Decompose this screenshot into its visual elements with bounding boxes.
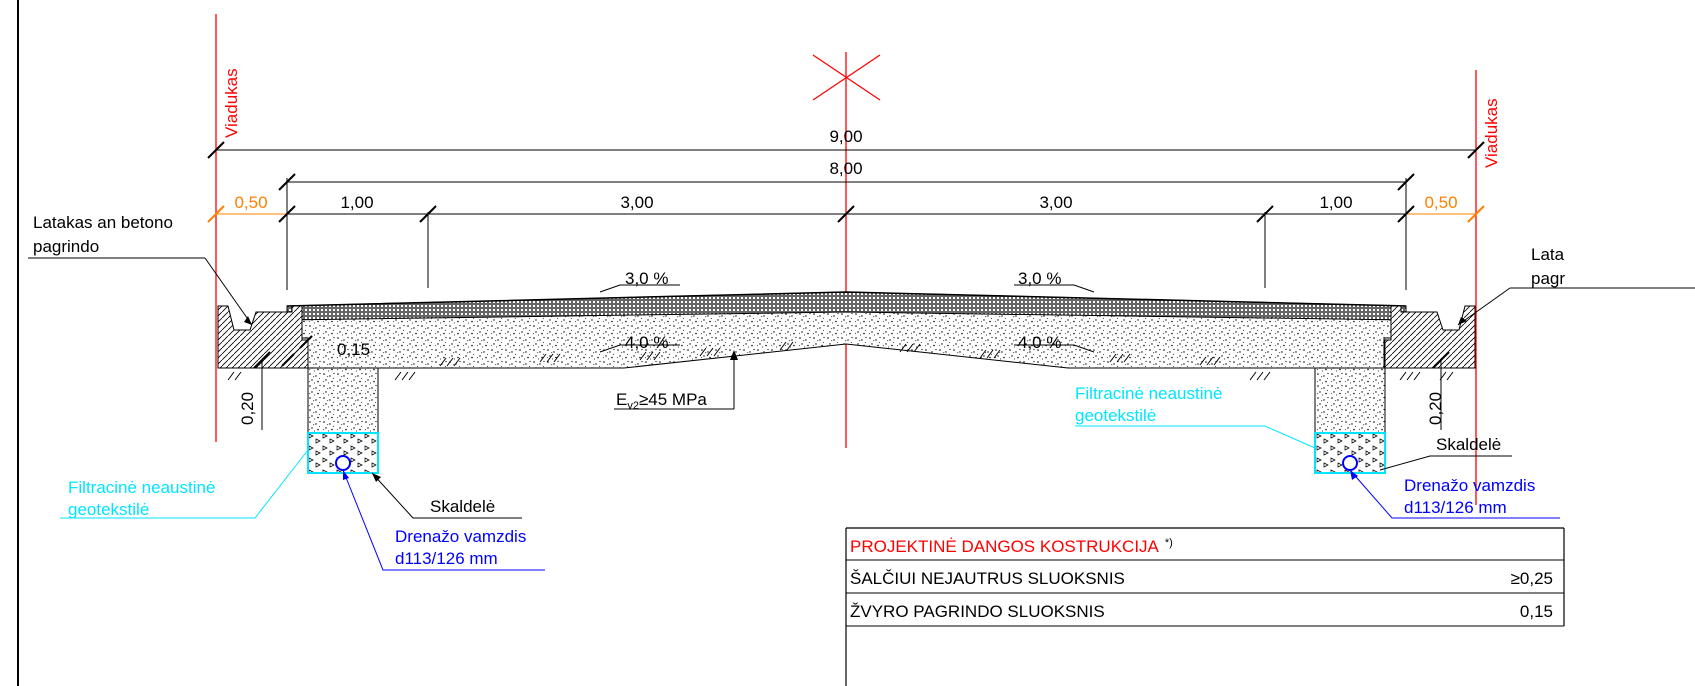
gutter-left-label-line1: Latakas an betono [33, 213, 173, 232]
gutter-left-callout: Latakas an betono pagrindo [28, 213, 253, 326]
drain-pipe-right-label-line2: d113/126 mm [1404, 498, 1507, 517]
drain-pipe-left-label-line1: Drenažo vamzdis [395, 527, 526, 546]
gravel-right-callout: Skaldelė [1379, 435, 1512, 471]
dimension-offset-left-label: 0,50 [234, 193, 267, 212]
base-thickness-dimension: 0,15 [281, 335, 370, 367]
trench-depth-right-dimension: 0,20 [1426, 351, 1450, 430]
dimension-offset-right-label: 0,50 [1424, 193, 1457, 212]
drain-pipe-left-icon [335, 455, 351, 471]
ev2-label: Ev2≥45 MPa [616, 390, 707, 412]
slope-base-left-label: 4,0 % [625, 333, 668, 352]
pavement-structure [217, 291, 1476, 474]
dimension-total-width-label: 9,00 [829, 127, 862, 146]
pavement-table: PROJEKTINĖ DANGOS KOSTRUKCIJA *) ŠALČIUI … [845, 527, 1565, 686]
dimension-carriageway-width-label: 8,00 [829, 159, 862, 178]
table-title: PROJEKTINĖ DANGOS KOSTRUKCIJA *) [850, 537, 1173, 556]
slope-annotations: 3,0 % 3,0 % 4,0 % 4,0 % [599, 269, 1095, 353]
dimension-total-width: 9,00 [207, 127, 1485, 159]
geotextile-right-callout: Filtracinė neaustinė geotekstilė [1075, 384, 1316, 449]
table-title-text: PROJEKTINĖ DANGOS KOSTRUKCIJA [850, 537, 1160, 556]
gutter-right-label-line2: pagr [1531, 269, 1565, 288]
gutter-left [217, 305, 309, 369]
table-row-value: ≥0,25 [1511, 569, 1553, 588]
gravel-left-label: Skaldelė [430, 497, 495, 516]
dimension-shoulder-left-label: 1,00 [340, 193, 373, 212]
dimension-lane-left-label: 3,00 [620, 193, 653, 212]
dimension-chain: 0,50 1,00 3,00 3,00 1,00 0,50 [207, 178, 1485, 290]
table-row-value: 0,15 [1520, 602, 1553, 621]
ev2-subscript: v2 [627, 400, 639, 412]
ev2-callout: Ev2≥45 MPa [614, 350, 738, 412]
trench-depth-right-label: 0,20 [1426, 392, 1445, 425]
gravel-right-label: Skaldelė [1436, 435, 1501, 454]
ev2-rest: ≥45 MPa [639, 390, 707, 409]
slope-base-right-label: 4,0 % [1018, 333, 1061, 352]
drain-pipe-left-label-line2: d113/126 mm [395, 549, 498, 568]
geotextile-right-label-line1: Filtracinė neaustinė [1075, 384, 1222, 403]
gutter-right [1384, 305, 1476, 369]
slope-surface-right-label: 3,0 % [1018, 269, 1061, 288]
drain-pipe-right-label-line1: Drenažo vamzdis [1404, 476, 1535, 495]
trench-depth-left-dimension: 0,20 [238, 351, 271, 430]
ev2-main: E [616, 390, 627, 409]
gutter-right-callout: Lata pagr [1457, 245, 1695, 326]
drain-pipe-left-callout: Drenažo vamzdis d113/126 mm [342, 469, 545, 571]
slope-surface-left-label: 3,0 % [625, 269, 668, 288]
gutter-right-label-line1: Lata [1531, 245, 1565, 264]
geotextile-right-label-line2: geotekstilė [1075, 406, 1156, 425]
trench-right [1314, 367, 1386, 434]
base-thickness-label: 0,15 [337, 340, 370, 359]
table-title-note: *) [1165, 537, 1173, 549]
gravel-left-callout: Skaldelė [371, 472, 522, 519]
viaduct-label-right: Viadukas [1482, 98, 1501, 168]
table-row-name: ŠALČIUI NEJAUTRUS SLUOKSNIS [850, 569, 1125, 588]
dimension-carriageway-width: 8,00 [278, 159, 1415, 191]
subgrade-ticks [227, 341, 1454, 381]
drain-pipe-right-callout: Drenažo vamzdis d113/126 mm [1349, 469, 1560, 519]
trench-depth-left-label: 0,20 [238, 392, 257, 425]
trench-left [307, 367, 379, 434]
dimension-shoulder-right-label: 1,00 [1319, 193, 1352, 212]
centre-axis-cross-icon [812, 54, 881, 101]
gutter-left-label-line2: pagrindo [33, 237, 99, 256]
geotextile-left-label-line1: Filtracinė neaustinė [68, 478, 215, 497]
geotextile-left-callout: Filtracinė neaustinė geotekstilė [60, 449, 309, 519]
viaduct-label-left: Viadukas [222, 68, 241, 138]
geotextile-left-label-line2: geotekstilė [68, 500, 149, 519]
table-row-name: ŽVYRO PAGRINDO SLUOKSNIS [850, 602, 1105, 621]
dimension-lane-right-label: 3,00 [1039, 193, 1072, 212]
drain-pipe-right-icon [1342, 455, 1358, 471]
